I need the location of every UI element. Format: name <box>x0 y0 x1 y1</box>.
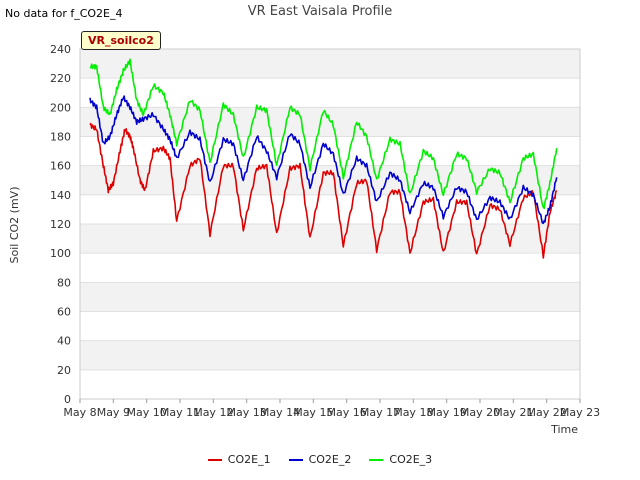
x-tick-label: May 12 <box>193 406 233 419</box>
y-tick-label: 220 <box>50 72 71 85</box>
legend-swatch <box>369 458 384 461</box>
legend: CO2E_1 CO2E_2 CO2E_3 <box>0 453 640 466</box>
x-tick-label: May 21 <box>493 406 533 419</box>
y-tick-label: 80 <box>57 276 71 289</box>
x-tick-label: May 17 <box>360 406 400 419</box>
y-tick-label: 40 <box>57 335 71 348</box>
x-tick-label: May 16 <box>327 406 367 419</box>
chart-title: VR East Vaisala Profile <box>248 4 393 19</box>
x-tick-label: May 14 <box>260 406 300 419</box>
plot-band <box>80 165 580 195</box>
x-tick-label: May 15 <box>293 406 333 419</box>
plot-band <box>80 49 580 79</box>
plot-band <box>80 340 580 370</box>
plot-band <box>80 224 580 254</box>
y-tick-label: 60 <box>57 306 71 319</box>
y-tick-label: 120 <box>50 218 71 231</box>
series-line-co2e-2 <box>89 95 558 225</box>
y-tick-label: 240 <box>50 43 71 56</box>
y-tick-label: 140 <box>50 189 71 202</box>
plot-frame <box>79 48 581 400</box>
x-tick-label: May 9 <box>97 406 130 419</box>
series-line-co2e-3 <box>89 58 558 210</box>
y-tick-label: 160 <box>50 160 71 173</box>
series-lines <box>89 58 558 259</box>
series-line-co2e-1 <box>89 122 558 259</box>
x-tick-label: May 8 <box>63 406 96 419</box>
no-data-notice: No data for f_CO2E_4 <box>5 7 123 20</box>
x-tick-label: May 20 <box>460 406 500 419</box>
x-tick-label: May 22 <box>527 406 567 419</box>
y-tick-label: 200 <box>50 101 71 114</box>
plot-bands <box>80 49 580 370</box>
y-tick-label: 0 <box>64 393 71 406</box>
legend-label: CO2E_1 <box>227 453 271 466</box>
legend-swatch <box>288 458 303 461</box>
y-axis-ticks: 0 20 40 60 80 100 120 140 160 180 200 220 240 <box>50 43 71 406</box>
x-axis-label: Time <box>550 423 578 436</box>
y-axis-label: Soil CO2 (mV) <box>8 187 21 264</box>
x-tick-label: May 11 <box>160 406 200 419</box>
legend-item-co2e-3: CO2E_3 <box>369 453 432 466</box>
x-tick-label: May 19 <box>427 406 467 419</box>
site-badge: VR_soilco2 <box>81 31 161 50</box>
y-tick-label: 20 <box>57 364 71 377</box>
x-tick-label: May 10 <box>127 406 167 419</box>
x-tick-label: May 13 <box>227 406 267 419</box>
x-tick-label: May 23 <box>560 406 600 419</box>
y-tick-label: 180 <box>50 131 71 144</box>
legend-label: CO2E_2 <box>308 453 352 466</box>
legend-label: CO2E_3 <box>389 453 433 466</box>
legend-item-co2e-1: CO2E_1 <box>207 453 271 466</box>
legend-swatch <box>207 458 222 461</box>
plot-band <box>80 282 580 312</box>
legend-item-co2e-2: CO2E_2 <box>288 453 352 466</box>
x-tick-label: May 18 <box>393 406 433 419</box>
y-tick-label: 100 <box>50 247 71 260</box>
